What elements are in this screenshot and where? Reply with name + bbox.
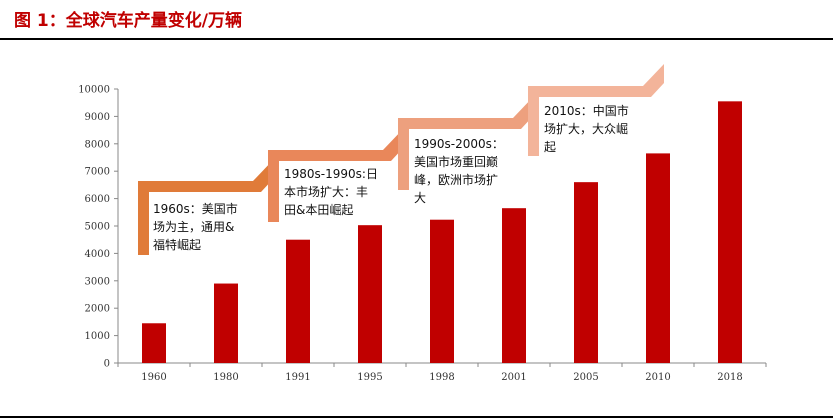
y-tick-label: 9000 bbox=[85, 112, 110, 123]
x-tick-label: 2005 bbox=[573, 372, 598, 383]
bar-1998 bbox=[430, 219, 454, 363]
annotation-1980s-1990s: 1980s-1990s:日 本市场扩大：丰 田&本田崛起 bbox=[284, 167, 378, 217]
y-tick-label: 5000 bbox=[85, 222, 110, 233]
bar-1960 bbox=[142, 323, 166, 363]
bar-1995 bbox=[358, 225, 382, 363]
x-tick-label: 1980 bbox=[213, 372, 238, 383]
chart-axes: 0 1000 2000 3000 4000 5000 6000 7000 8000 9000 100… bbox=[78, 85, 767, 383]
x-tick-label: 2001 bbox=[501, 372, 526, 383]
bottom-rule bbox=[0, 416, 833, 418]
annotation-1990s-2000s: 1990s-2000s： 美国市场重回巅 峰，欧洲市场扩 大 bbox=[414, 137, 504, 205]
x-tick-label: 1991 bbox=[285, 372, 310, 383]
y-tick-label: 0 bbox=[104, 359, 110, 370]
y-tick-label: 6000 bbox=[85, 194, 110, 205]
x-tick-label: 2010 bbox=[645, 372, 670, 383]
annotation-arrow-2 bbox=[398, 96, 534, 190]
annotation-arrow-0 bbox=[138, 159, 274, 255]
bar-1991 bbox=[286, 239, 310, 363]
y-tick-label: 4000 bbox=[85, 249, 110, 260]
annotation-arrows bbox=[138, 64, 664, 255]
figure-title: 图 1：全球汽车产量变化/万辆 bbox=[14, 11, 242, 31]
annotation-arrow-3 bbox=[528, 64, 664, 156]
y-tick-label: 7000 bbox=[85, 167, 110, 178]
y-tick-label: 8000 bbox=[85, 139, 110, 150]
x-tick-label: 1960 bbox=[141, 372, 166, 383]
bar-2001 bbox=[502, 208, 526, 363]
annotation-2010s: 2010s：中国市 场扩大，大众崛 起 bbox=[544, 104, 629, 154]
bar-1980 bbox=[214, 283, 238, 363]
annotation-arrow-1 bbox=[268, 128, 404, 222]
bar-2005 bbox=[574, 182, 598, 363]
y-tick-label: 1000 bbox=[85, 331, 110, 342]
x-tick-label: 2018 bbox=[717, 372, 742, 383]
y-tick-label: 10000 bbox=[78, 85, 110, 96]
y-tick-label: 2000 bbox=[85, 304, 110, 315]
x-tick-label: 1995 bbox=[357, 372, 382, 383]
x-tick-label: 1998 bbox=[429, 372, 454, 383]
y-tick-label: 3000 bbox=[85, 276, 110, 287]
chart-bars bbox=[142, 101, 742, 363]
bar-2018 bbox=[718, 101, 742, 363]
annotation-1960s: 1960s：美国市 场为主，通用& 福特崛起 bbox=[153, 202, 238, 252]
bar-2010 bbox=[646, 153, 670, 363]
top-rule bbox=[0, 38, 833, 40]
